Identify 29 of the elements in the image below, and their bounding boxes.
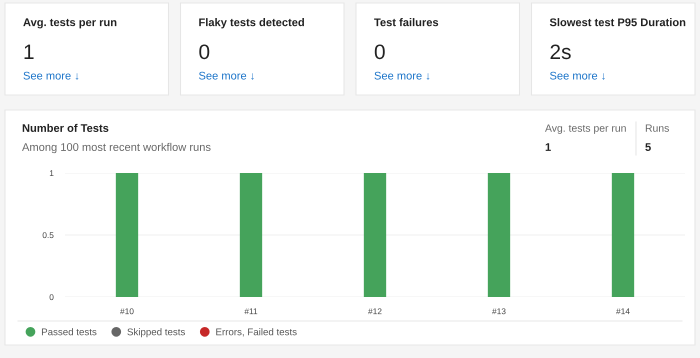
text: Avg. tests per run	[23, 18, 116, 28]
text: 0	[374, 44, 385, 60]
text: See more ↓	[374, 72, 430, 80]
x-tick-label: #14	[616, 308, 630, 314]
text: Test failures	[374, 18, 438, 26]
chart-title: Number of Tests	[22, 124, 108, 132]
text: See more ↓	[23, 72, 78, 80]
text: Runs	[646, 124, 669, 132]
legend-label: Passed tests	[42, 328, 96, 336]
text: See more ↓	[550, 72, 605, 80]
x-tick-label: #11	[244, 308, 258, 314]
text: Slowest test P95 Duration	[550, 18, 686, 26]
y-tick-label: 0	[50, 294, 54, 300]
chart-subtitle: Among 100 most recent workflow runs	[22, 142, 211, 154]
text: 0	[199, 44, 210, 60]
text: Avg. tests per run	[545, 124, 626, 134]
x-tick-label: #10	[120, 308, 134, 314]
text: 2s	[550, 44, 571, 60]
text: 1	[546, 143, 551, 151]
text: 5	[645, 143, 651, 151]
legend-label: Errors, Failed tests	[216, 328, 297, 336]
x-tick-label: #12	[368, 308, 382, 314]
text: Flaky tests detected	[199, 18, 304, 28]
y-tick-label: 0.5	[42, 232, 54, 238]
x-tick-label: #13	[492, 308, 506, 314]
y-tick-label: 1	[50, 170, 54, 176]
text: See more ↓	[198, 72, 254, 80]
legend-label: Skipped tests	[127, 328, 185, 338]
text: 1	[24, 44, 34, 59]
